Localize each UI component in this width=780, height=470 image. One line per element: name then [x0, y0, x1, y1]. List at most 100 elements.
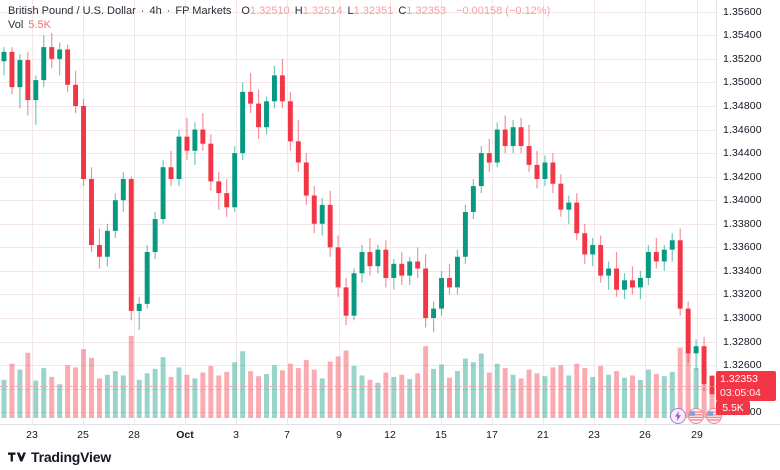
volume-bar	[614, 371, 620, 418]
volume-bar	[439, 364, 444, 418]
candle-body	[65, 49, 71, 85]
volume-bar	[431, 368, 437, 418]
gridline-horizontal	[0, 82, 716, 83]
candle-body	[653, 252, 659, 262]
volume-bar	[192, 378, 198, 418]
candle-body	[120, 179, 126, 201]
us-flag-icon	[707, 411, 721, 421]
candle-body	[407, 261, 413, 276]
volume-bar	[582, 368, 588, 418]
candle-body	[128, 179, 134, 311]
legend-line-volume: Vol 5.5K	[8, 18, 550, 32]
candle-body	[526, 146, 532, 165]
volume-bar	[224, 371, 230, 418]
volume-bar	[359, 375, 365, 418]
volume-bar	[89, 357, 94, 418]
volume-bar	[112, 371, 118, 418]
us-flag-icon	[689, 411, 703, 421]
candle-body	[359, 252, 365, 274]
volume-bar	[311, 369, 317, 418]
candle-body	[494, 129, 500, 163]
volume-bar	[598, 365, 604, 418]
legend-symbol[interactable]: British Pound / U.S. Dollar	[8, 5, 136, 17]
candle-body	[25, 60, 31, 101]
volume-bar	[693, 368, 699, 418]
candle-body	[343, 287, 349, 316]
price-axis-label: 1.33600	[723, 241, 762, 253]
candle-body	[17, 60, 23, 88]
candle-body	[184, 136, 190, 151]
gridline-horizontal	[0, 389, 716, 390]
chart-gridlines	[0, 0, 716, 424]
economic-event-us-1[interactable]	[688, 408, 704, 424]
candle-body	[104, 230, 110, 257]
gridline-vertical	[236, 0, 237, 424]
candle-body	[287, 101, 293, 142]
volume-bar	[41, 368, 47, 418]
candle-body	[240, 91, 246, 154]
candle-body	[478, 153, 484, 187]
time-scale[interactable]: 23 25 28 Oct 3 7 9 12 15 17 21 23 26 29	[0, 424, 780, 447]
candle-body	[558, 183, 564, 210]
candle-body	[41, 47, 47, 81]
candle-body	[327, 204, 333, 248]
price-axis-label: 1.34400	[723, 147, 762, 159]
candle-body	[200, 129, 206, 144]
candle-body	[57, 49, 63, 59]
price-scale[interactable]: 1.35600 1.35400 1.35200 1.35000 1.34800 1.346…	[716, 0, 780, 424]
candle-body	[518, 127, 524, 147]
gridline-horizontal	[0, 318, 716, 319]
volume-bar	[550, 367, 556, 418]
candle-body	[701, 346, 707, 384]
candle-body	[502, 129, 508, 147]
candle-body	[144, 252, 150, 304]
candle-body	[534, 164, 540, 180]
time-axis-label: 26	[639, 429, 651, 441]
candle-body	[606, 268, 612, 276]
volume-bar	[462, 358, 468, 418]
volume-bar	[558, 365, 564, 418]
gridline-horizontal	[0, 271, 716, 272]
volume-bar	[1, 379, 7, 418]
legend-high-value: 1.32514	[302, 5, 343, 17]
price-axis-label: 1.34800	[723, 100, 762, 112]
candle-body	[160, 167, 166, 220]
gridline-horizontal	[0, 365, 716, 366]
candle-body	[152, 219, 158, 253]
candle-body	[590, 244, 596, 255]
time-axis-label: 15	[435, 429, 447, 441]
candle-body	[176, 136, 182, 180]
price-axis-label: 1.35400	[723, 29, 762, 41]
volume-bar	[232, 362, 238, 418]
volume-bar	[136, 379, 142, 418]
time-axis-label: 21	[537, 429, 549, 441]
volume-bar	[73, 367, 79, 418]
volume-bar	[534, 373, 540, 418]
gridline-vertical	[32, 0, 33, 424]
volume-bar	[677, 347, 683, 418]
candle-body	[399, 263, 405, 276]
volume-bar	[606, 374, 612, 418]
volume-bar	[335, 356, 341, 418]
candle-body	[470, 186, 476, 212]
economic-event-high-impact[interactable]	[670, 408, 686, 424]
time-axis-label: 7	[284, 429, 290, 441]
legend-interval[interactable]: 4h	[149, 5, 162, 17]
candle-body	[208, 143, 214, 182]
volume-bar	[49, 376, 55, 418]
legend-volume-label: Vol	[8, 19, 24, 31]
volume-bar	[486, 372, 492, 418]
candle-body	[272, 75, 277, 102]
candle-body	[73, 84, 79, 106]
candle-body	[574, 202, 580, 234]
candlestick-series	[1, 32, 715, 418]
chart-plot-area[interactable]	[0, 0, 716, 424]
candle-body	[303, 162, 309, 196]
gridline-horizontal	[0, 35, 716, 36]
gridline-vertical	[83, 0, 84, 424]
time-axis-label: Oct	[176, 429, 194, 441]
time-axis-label: 9	[336, 429, 342, 441]
tradingview-logo[interactable]: TradingView	[8, 449, 111, 465]
price-axis-label: 1.34000	[723, 194, 762, 206]
